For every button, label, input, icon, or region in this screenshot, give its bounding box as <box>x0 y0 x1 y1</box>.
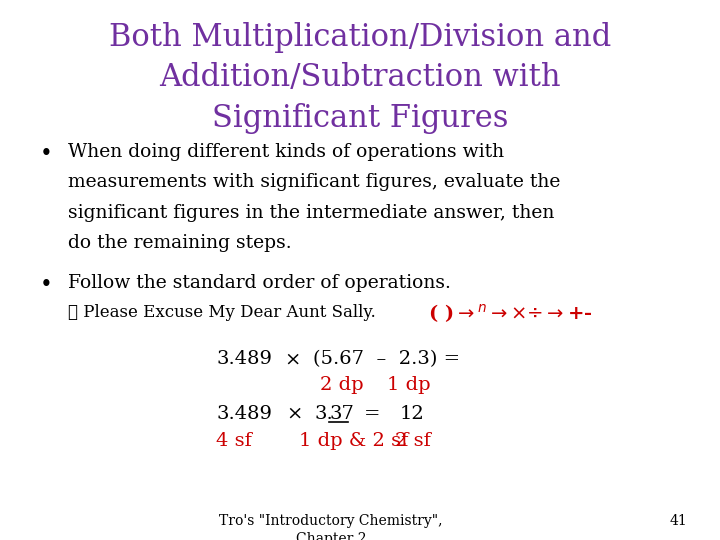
Text: 2 dp: 2 dp <box>320 376 364 394</box>
Text: (5.67  –  2.3) =: (5.67 – 2.3) = <box>313 350 460 368</box>
Text: 1 dp & 2 sf: 1 dp & 2 sf <box>299 432 408 450</box>
Text: Follow the standard order of operations.: Follow the standard order of operations. <box>68 274 451 292</box>
Text: =: = <box>364 405 380 423</box>
Text: 41: 41 <box>670 514 688 528</box>
Text: ( )$\rightarrow$$^n$$\rightarrow$$\times$$\div$$\rightarrow$+-: ( )$\rightarrow$$^n$$\rightarrow$$\times… <box>428 302 593 325</box>
Text: Significant Figures: Significant Figures <box>212 103 508 133</box>
Text: •: • <box>40 274 53 296</box>
Text: significant figures in the intermediate answer, then: significant figures in the intermediate … <box>68 204 555 221</box>
Text: ×: × <box>287 405 303 423</box>
Text: 4 sf: 4 sf <box>216 432 252 450</box>
Text: ×: × <box>284 350 301 368</box>
Text: 3.489: 3.489 <box>216 405 272 423</box>
Text: Both Multiplication/Division and: Both Multiplication/Division and <box>109 22 611 52</box>
Text: 1 dp: 1 dp <box>387 376 431 394</box>
Text: measurements with significant figures, evaluate the: measurements with significant figures, e… <box>68 173 561 191</box>
Text: Tro's "Introductory Chemistry",
Chapter 2: Tro's "Introductory Chemistry", Chapter … <box>220 514 443 540</box>
Text: 3.: 3. <box>315 405 333 423</box>
Text: 12: 12 <box>400 405 424 423</box>
Text: 3.489: 3.489 <box>216 350 272 368</box>
Text: 37: 37 <box>329 405 354 423</box>
Text: do the remaining steps.: do the remaining steps. <box>68 234 292 252</box>
Text: ✓ Please Excuse My Dear Aunt Sally.: ✓ Please Excuse My Dear Aunt Sally. <box>68 304 376 321</box>
Text: When doing different kinds of operations with: When doing different kinds of operations… <box>68 143 505 161</box>
Text: 2 sf: 2 sf <box>395 432 431 450</box>
Text: •: • <box>40 143 53 165</box>
Text: Addition/Subtraction with: Addition/Subtraction with <box>159 62 561 93</box>
